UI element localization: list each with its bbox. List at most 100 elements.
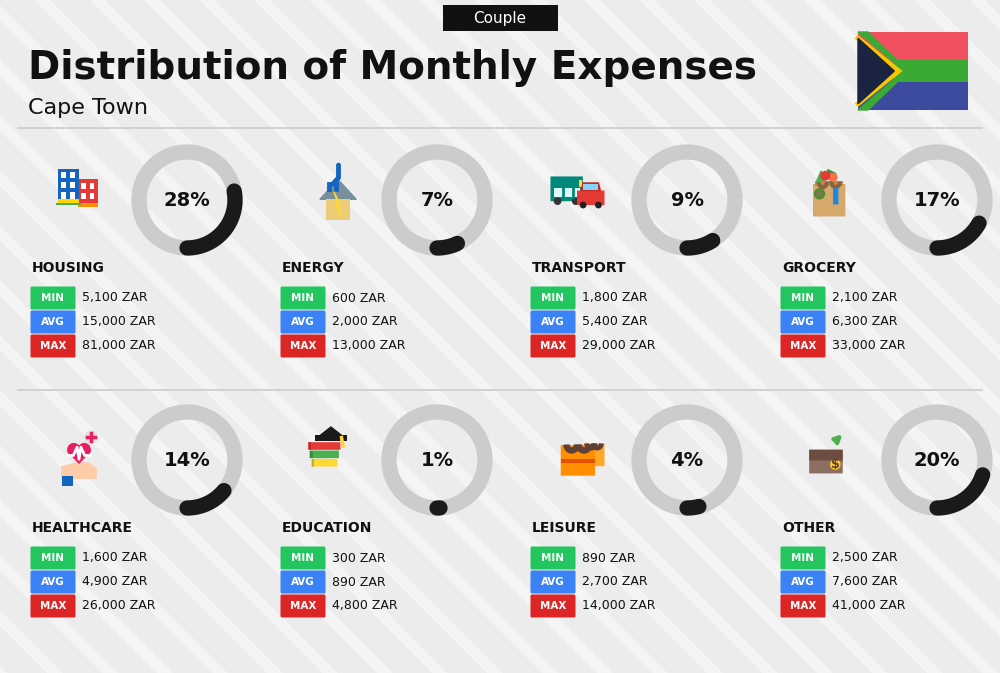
Text: 14%: 14% [164, 450, 210, 470]
FancyBboxPatch shape [809, 450, 843, 473]
Text: MAX: MAX [540, 341, 566, 351]
FancyBboxPatch shape [780, 571, 826, 594]
FancyBboxPatch shape [780, 287, 826, 310]
Text: MIN: MIN [792, 553, 814, 563]
Text: MIN: MIN [542, 293, 564, 303]
Text: 5,400 ZAR: 5,400 ZAR [582, 316, 648, 328]
Text: 890 ZAR: 890 ZAR [332, 575, 386, 588]
FancyBboxPatch shape [280, 571, 326, 594]
Bar [81, 183, 86, 189]
Circle shape [820, 171, 830, 180]
Text: 7%: 7% [420, 190, 454, 209]
FancyBboxPatch shape [30, 546, 76, 569]
Bar [90, 183, 94, 189]
Text: LEISURE: LEISURE [532, 521, 597, 535]
Circle shape [572, 197, 579, 205]
Polygon shape [858, 32, 909, 110]
Text: $: $ [831, 458, 840, 471]
Text: 41,000 ZAR: 41,000 ZAR [832, 600, 906, 612]
Polygon shape [816, 171, 824, 182]
Text: MIN: MIN [42, 293, 64, 303]
FancyBboxPatch shape [530, 334, 576, 357]
Bar [61, 172, 66, 178]
Text: 15,000 ZAR: 15,000 ZAR [82, 316, 156, 328]
Text: 2,000 ZAR: 2,000 ZAR [332, 316, 398, 328]
Polygon shape [828, 170, 836, 182]
FancyBboxPatch shape [780, 334, 826, 357]
Bar [312, 459, 314, 466]
Text: AVG: AVG [541, 577, 565, 587]
Text: MAX: MAX [540, 601, 566, 611]
FancyBboxPatch shape [311, 459, 337, 466]
Circle shape [595, 202, 602, 209]
Text: GROCERY: GROCERY [782, 261, 856, 275]
Text: MAX: MAX [40, 601, 66, 611]
FancyBboxPatch shape [550, 176, 583, 201]
Text: 890 ZAR: 890 ZAR [582, 551, 636, 565]
FancyBboxPatch shape [30, 287, 76, 310]
Bar [61, 192, 66, 199]
Bar [310, 450, 313, 458]
Text: MAX: MAX [290, 601, 316, 611]
FancyBboxPatch shape [30, 571, 76, 594]
Circle shape [84, 431, 98, 444]
Bar [78, 179, 98, 205]
Text: 4%: 4% [670, 450, 704, 470]
Bar [58, 169, 79, 205]
FancyBboxPatch shape [280, 287, 326, 310]
Text: OTHER: OTHER [782, 521, 835, 535]
Text: 300 ZAR: 300 ZAR [332, 551, 386, 565]
Text: 81,000 ZAR: 81,000 ZAR [82, 339, 156, 353]
Text: MAX: MAX [790, 341, 816, 351]
Text: MAX: MAX [290, 341, 316, 351]
Text: 33,000 ZAR: 33,000 ZAR [832, 339, 906, 353]
FancyBboxPatch shape [780, 310, 826, 334]
FancyBboxPatch shape [308, 442, 340, 450]
Bar [315, 435, 347, 441]
Text: 4,900 ZAR: 4,900 ZAR [82, 575, 148, 588]
Bar [70, 192, 75, 199]
Bar [90, 193, 94, 199]
FancyBboxPatch shape [530, 546, 576, 569]
Bar [56, 203, 81, 205]
Circle shape [830, 459, 841, 470]
Polygon shape [68, 451, 90, 463]
Text: 20%: 20% [914, 450, 960, 470]
Circle shape [829, 173, 838, 182]
Text: AVG: AVG [291, 577, 315, 587]
Text: TRANSPORT: TRANSPORT [532, 261, 627, 275]
Bar [815, 181, 843, 186]
Bar [579, 180, 582, 187]
Bar [81, 193, 86, 199]
Text: MIN: MIN [542, 553, 564, 563]
Text: 1,600 ZAR: 1,600 ZAR [82, 551, 148, 565]
Text: AVG: AVG [41, 317, 65, 327]
Polygon shape [858, 38, 894, 104]
Circle shape [817, 191, 822, 197]
FancyBboxPatch shape [30, 594, 76, 618]
Text: Couple: Couple [473, 11, 527, 26]
Text: 1,800 ZAR: 1,800 ZAR [582, 291, 648, 304]
Text: HOUSING: HOUSING [32, 261, 105, 275]
Polygon shape [581, 183, 600, 190]
Circle shape [580, 202, 587, 209]
FancyBboxPatch shape [780, 594, 826, 618]
Polygon shape [334, 192, 341, 217]
Text: MAX: MAX [40, 341, 66, 351]
Text: MIN: MIN [792, 293, 814, 303]
Bar [858, 32, 968, 71]
Text: 9%: 9% [670, 190, 704, 209]
Text: 17%: 17% [914, 190, 960, 209]
Bar [78, 203, 98, 207]
Text: ENERGY: ENERGY [282, 261, 345, 275]
Bar [309, 442, 311, 450]
Text: MIN: MIN [42, 553, 64, 563]
Bar [62, 476, 73, 486]
Text: 14,000 ZAR: 14,000 ZAR [582, 600, 656, 612]
FancyBboxPatch shape [530, 594, 576, 618]
FancyBboxPatch shape [280, 594, 326, 618]
Bar [893, 60, 968, 82]
Text: AVG: AVG [541, 317, 565, 327]
Text: MIN: MIN [292, 293, 314, 303]
Bar [326, 199, 350, 220]
